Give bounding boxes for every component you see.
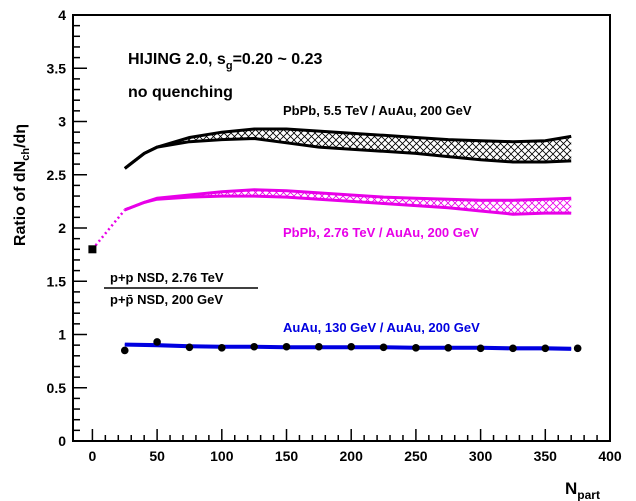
data-point [185,343,194,352]
data-point [541,344,550,353]
x-tick-label: 400 [598,448,622,464]
pp-ratio-numerator: p+p NSD, 2.76 TeV [110,270,224,285]
data-point [444,344,453,352]
data-point [218,344,226,352]
series-label-pbpb-5.5: PbPb, 5.5 TeV / AuAu, 200 GeV [283,103,472,118]
y-tick-label: 0 [58,433,66,449]
model-sublabel: no quenching [128,84,233,101]
y-tick-label: 3.5 [47,60,67,76]
pp-ratio-point [88,245,97,254]
series-lower-edge-1 [124,194,572,216]
model-label: HIJING 2.0, sg=0.20 ~ 0.23 [128,51,323,72]
pp-ratio-denominator: p+p̄ NSD, 200 GeV [110,292,223,307]
data-point [509,344,517,353]
series-label-auau-130: AuAu, 130 GeV / AuAu, 200 GeV [283,320,480,335]
series-lower-edge-0 [123,136,572,170]
x-tick-label: 200 [340,448,364,464]
y-tick-label: 4 [58,7,66,23]
data-point [315,342,323,351]
data-point [120,346,129,355]
data-point [573,344,582,353]
data-point [412,344,420,352]
y-axis-title: Ratio of dNch/dη [12,124,32,246]
data-point [476,344,485,353]
y-tick-label: 2.5 [47,167,67,183]
series-label-pbpb-2.76: PbPb, 2.76 TeV / AuAu, 200 GeV [283,225,479,240]
x-tick-label: 350 [534,448,558,464]
series-upper-edge-1 [124,188,572,212]
y-tick-label: 2 [58,220,66,236]
x-tick-label: 0 [89,448,97,464]
data-point [347,342,356,351]
y-tick-label: 1.5 [47,273,67,289]
y-tick-label: 1 [58,327,66,343]
x-axis-title: Npart [565,479,600,501]
x-tick-label: 300 [469,448,493,464]
extrapolation-line [91,209,126,251]
series-upper-edge-0 [123,127,572,170]
data-point [250,342,258,351]
data-point [153,338,161,346]
x-tick-label: 100 [210,448,234,464]
data-point [282,342,291,351]
y-tick-label: 3 [58,114,66,130]
x-tick-label: 250 [404,448,428,464]
x-tick-label: 150 [275,448,299,464]
data-point [379,343,388,352]
x-tick-label: 50 [149,448,165,464]
y-tick-label: 0.5 [47,380,67,396]
